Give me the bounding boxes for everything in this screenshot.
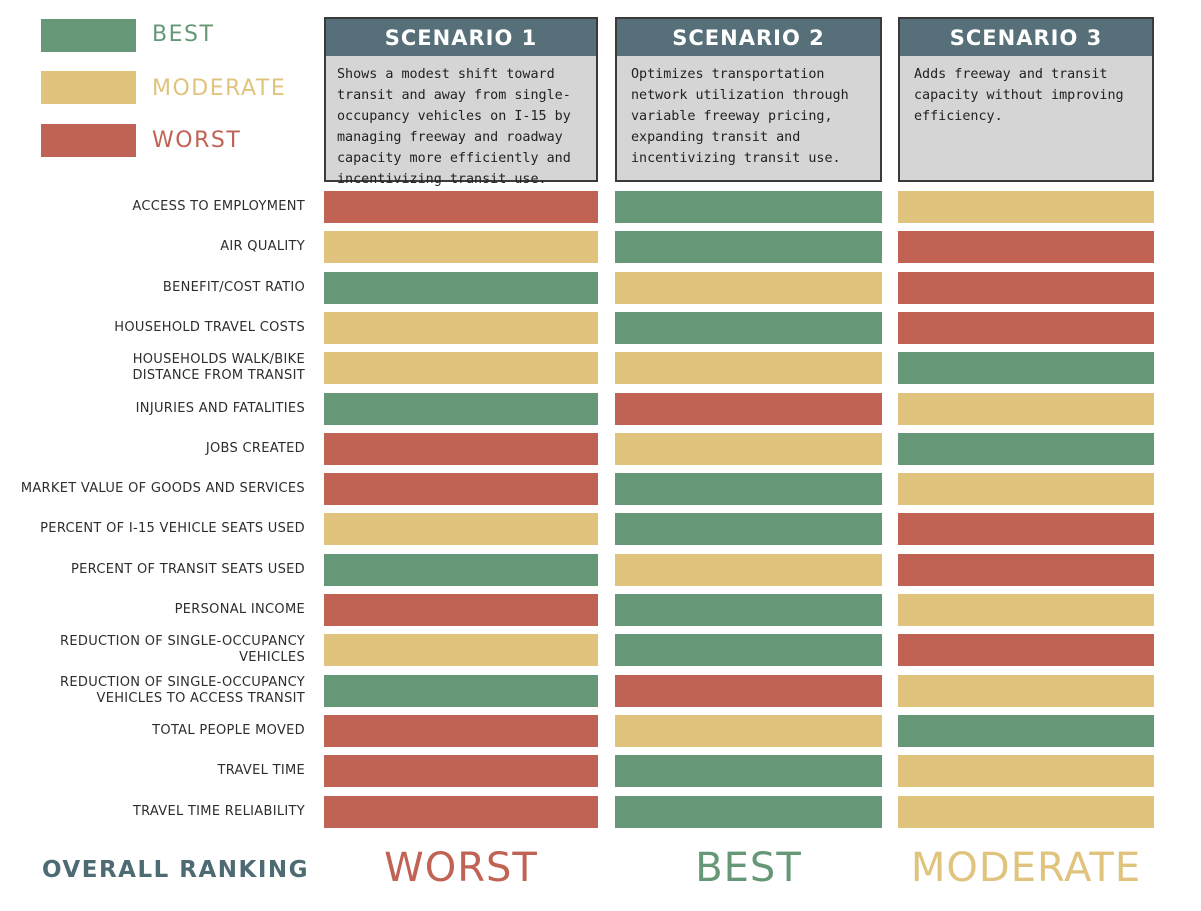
rating-cell-worst (898, 634, 1154, 667)
rating-cell-best (615, 311, 882, 344)
overall-ranking-label: OVERALL RANKING (42, 857, 310, 883)
criterion-label: HOUSEHOLDS WALK/BIKE DISTANCE FROM TRANS… (132, 352, 305, 384)
rating-cell-best (324, 674, 598, 707)
criterion-label: REDUCTION OF SINGLE-OCCUPANCY VEHICLES (60, 634, 305, 666)
rating-cell-best (324, 553, 598, 586)
criterion-label: JOBS CREATED (205, 440, 305, 456)
rating-cell-best (615, 231, 882, 264)
rating-cell-worst (324, 795, 598, 828)
rating-cell-best (615, 634, 882, 667)
rating-cell-best (615, 513, 882, 546)
rating-cell-moderate (324, 634, 598, 667)
rating-cell-best (615, 473, 882, 506)
rating-cell-best (898, 432, 1154, 465)
rating-cell-moderate (615, 432, 882, 465)
legend-label-moderate: MODERATE (152, 76, 287, 101)
rating-cell-best (898, 714, 1154, 747)
criterion-label: PERSONAL INCOME (174, 602, 305, 617)
rating-cell-worst (324, 191, 598, 223)
criterion-label: HOUSEHOLD TRAVEL COSTS (114, 319, 305, 335)
rating-cell-worst (324, 714, 598, 747)
criterion-label: PERCENT OF I-15 VEHICLE SEATS USED (40, 521, 305, 537)
rating-cell-moderate (898, 594, 1154, 626)
criterion-label: AIR QUALITY (220, 239, 305, 255)
overall-scenario-2: BEST (695, 845, 802, 891)
rating-cell-moderate (324, 231, 598, 264)
rating-cell-best (615, 594, 882, 626)
legend-swatch-best (41, 19, 136, 52)
rating-cell-worst (324, 755, 598, 788)
rating-cell-moderate (898, 795, 1154, 828)
legend-label-best: BEST (152, 22, 215, 47)
rating-cell-best (324, 392, 598, 425)
rating-cell-worst (898, 271, 1154, 304)
scenario-3-description: Adds freeway and transit capacity withou… (898, 56, 1154, 182)
rating-cell-worst (898, 553, 1154, 586)
rating-cell-moderate (324, 513, 598, 546)
rating-cell-moderate (324, 352, 598, 385)
criterion-label: PERCENT OF TRANSIT SEATS USED (71, 561, 305, 577)
rating-cell-moderate (898, 392, 1154, 425)
criterion-label: REDUCTION OF SINGLE-OCCUPANCY VEHICLES T… (60, 674, 305, 706)
scenario-1-description: Shows a modest shift toward transit and … (324, 56, 598, 187)
criterion-label: ACCESS TO EMPLOYMENT (132, 199, 305, 214)
rating-cell-worst (324, 473, 598, 506)
rating-cell-moderate (898, 755, 1154, 788)
scenario-1-title: SCENARIO 1 (324, 17, 598, 56)
rating-cell-best (324, 271, 598, 304)
rating-cell-moderate (898, 674, 1154, 707)
rating-cell-worst (898, 311, 1154, 344)
rating-cell-worst (324, 432, 598, 465)
criterion-label: MARKET VALUE OF GOODS AND SERVICES (20, 481, 305, 497)
overall-scenario-3: MODERATE (910, 845, 1142, 891)
rating-cell-moderate (615, 271, 882, 304)
rating-cell-moderate (615, 553, 882, 586)
criterion-label: BENEFIT/COST RATIO (162, 279, 305, 295)
legend-swatch-worst (41, 124, 136, 157)
scenario-2-title: SCENARIO 2 (615, 17, 882, 56)
criterion-label: TRAVEL TIME RELIABILITY (132, 803, 305, 819)
rating-cell-moderate (324, 311, 598, 344)
rating-cell-worst (898, 231, 1154, 264)
rating-cell-moderate (898, 191, 1154, 223)
rating-cell-moderate (615, 352, 882, 385)
rating-cell-best (615, 755, 882, 788)
legend-label-worst: WORST (152, 128, 242, 153)
rating-cell-worst (615, 674, 882, 707)
overall-scenario-1: WORST (384, 845, 538, 891)
criterion-label: TRAVEL TIME (217, 763, 305, 779)
criterion-label: TOTAL PEOPLE MOVED (152, 722, 305, 738)
rating-cell-worst (324, 594, 598, 626)
criterion-label: INJURIES AND FATALITIES (135, 400, 305, 416)
rating-cell-best (898, 352, 1154, 385)
rating-cell-best (615, 191, 882, 223)
legend-swatch-moderate (41, 71, 136, 104)
scenario-2-description: Optimizes transportation network utiliza… (615, 56, 882, 182)
rating-cell-moderate (615, 714, 882, 747)
scenario-3-title: SCENARIO 3 (898, 17, 1154, 56)
rating-cell-worst (615, 392, 882, 425)
rating-cell-moderate (898, 473, 1154, 506)
rating-cell-worst (898, 513, 1154, 546)
rating-cell-best (615, 795, 882, 828)
